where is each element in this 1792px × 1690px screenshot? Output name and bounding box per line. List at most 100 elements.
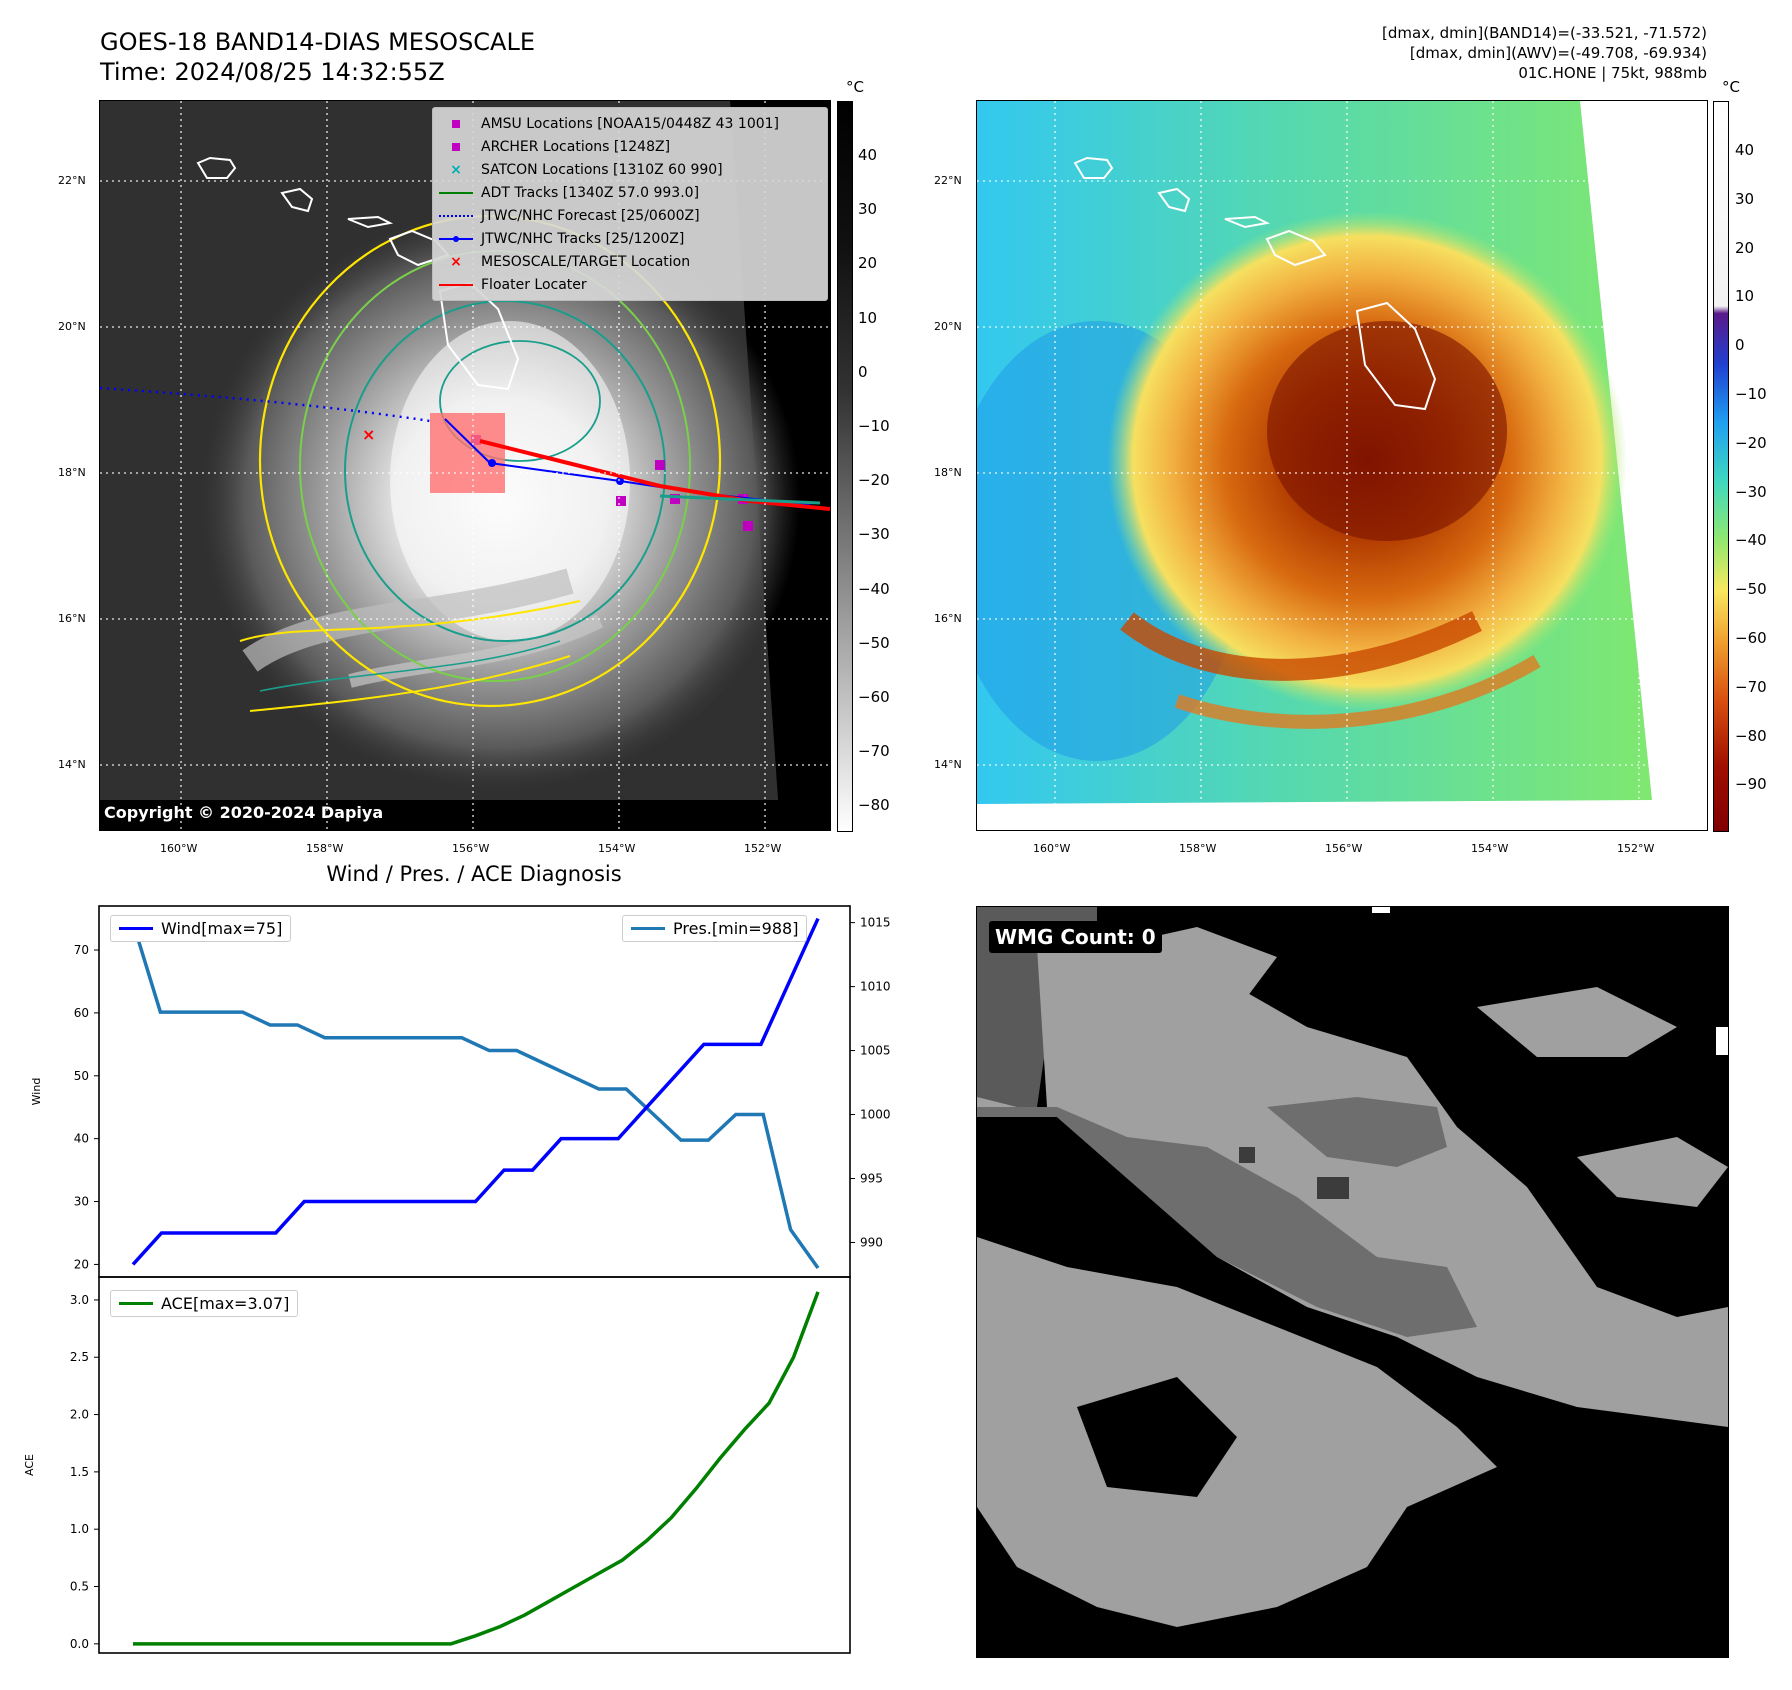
wind-legend-label: Wind[max=75] bbox=[161, 919, 283, 938]
dotted-line-icon bbox=[439, 208, 473, 224]
colorbar-tick-label: −60 bbox=[858, 688, 890, 706]
lat-label: 18°N bbox=[934, 466, 962, 479]
pressure-legend-label: Pres.[min=988] bbox=[673, 919, 799, 938]
awv-map-image bbox=[977, 101, 1707, 830]
x-icon: × bbox=[450, 253, 462, 270]
colorbar-tick-label: −20 bbox=[1735, 433, 1767, 452]
wmg-panel[interactable]: WMG Count: 0 bbox=[976, 906, 1729, 1658]
awv-colorbar-unit: °C bbox=[1722, 78, 1740, 96]
colorbar-tick-label: 20 bbox=[858, 254, 878, 273]
lat-label: 18°N bbox=[58, 466, 86, 479]
legend-entry: ARCHER Locations [1248Z] bbox=[439, 135, 821, 158]
legend-label: ARCHER Locations [1248Z] bbox=[481, 138, 671, 155]
awv-colorbar bbox=[1713, 101, 1729, 832]
colorbar-tick-label: −50 bbox=[858, 633, 890, 652]
awv-map-panel[interactable] bbox=[976, 100, 1708, 831]
colorbar-tick-label: 30 bbox=[858, 200, 878, 219]
wind-legend-line bbox=[119, 927, 153, 930]
ir-colorbar-unit: °C bbox=[846, 78, 864, 96]
wind-tick-label: 40 bbox=[74, 1132, 89, 1146]
ace-tick-label: 2.0 bbox=[70, 1408, 89, 1422]
pressure-legend: Pres.[min=988] bbox=[622, 915, 808, 942]
pressure-tick-label: 990 bbox=[860, 1235, 883, 1249]
colorbar-tick-label: −80 bbox=[858, 796, 890, 815]
diagnosis-charts: 20 30 40 50 60 70 990 995 1000 1005 1010 1015 Wind Pr… bbox=[23, 905, 891, 1654]
lat-label: 14°N bbox=[934, 758, 962, 771]
wind-tick-label: 20 bbox=[74, 1257, 89, 1271]
colorbar-tick-label: 0 bbox=[1735, 336, 1745, 355]
lon-label: 158°W bbox=[1179, 842, 1217, 855]
pressure-tick-label: 1015 bbox=[860, 916, 891, 930]
colorbar-tick-label: 0 bbox=[858, 362, 868, 381]
pressure-tick-label: 1010 bbox=[860, 980, 891, 994]
info-line3: 01C.HONE | 75kt, 988mb bbox=[1518, 64, 1707, 82]
ace-frame bbox=[98, 1276, 851, 1654]
pressure-series-line bbox=[131, 922, 820, 1270]
wind-legend: Wind[max=75] bbox=[110, 915, 292, 942]
legend-label: ADT Tracks [1340Z 57.0 993.0] bbox=[481, 184, 700, 201]
legend-entry: JTWC/NHC Tracks [25/1200Z] bbox=[439, 227, 821, 250]
colorbar-tick-label: −10 bbox=[858, 417, 890, 435]
lat-label: 16°N bbox=[58, 612, 86, 625]
legend-entry: ADT Tracks [1340Z 57.0 993.0] bbox=[439, 181, 821, 204]
legend-label: JTWC/NHC Forecast [25/0600Z] bbox=[481, 207, 700, 224]
wind-tick-label: 70 bbox=[74, 943, 89, 957]
square-icon bbox=[439, 116, 473, 132]
colorbar-tick-label: 10 bbox=[858, 308, 878, 327]
colorbar-tick-label: −10 bbox=[1735, 385, 1767, 403]
ace-axis-label: ACE bbox=[23, 1454, 36, 1476]
wind-series-line bbox=[131, 917, 820, 1266]
legend-label: Floater Locater bbox=[481, 276, 587, 293]
ir-map-panel[interactable]: × Copyright © 2020-2024 Dapiya AMSU Loca… bbox=[99, 100, 831, 831]
wmg-image bbox=[977, 907, 1728, 1627]
wind-axis-label: Wind bbox=[30, 1078, 43, 1106]
copyright: Copyright © 2020-2024 Dapiya bbox=[104, 803, 384, 822]
colorbar-tick-label: 30 bbox=[1735, 189, 1755, 208]
line-icon bbox=[439, 185, 473, 201]
lat-label: 20°N bbox=[934, 320, 962, 333]
colorbar-tick-label: −80 bbox=[1735, 726, 1767, 745]
wmg-count-label: WMG Count: 0 bbox=[989, 921, 1162, 953]
pressure-tick-label: 995 bbox=[860, 1171, 883, 1185]
colorbar-tick-label: −30 bbox=[1735, 482, 1767, 501]
ir-colorbar bbox=[837, 101, 853, 832]
ace-legend-line bbox=[119, 1302, 153, 1305]
pressure-tick-label: 1000 bbox=[860, 1108, 891, 1122]
wind-pressure-frame bbox=[98, 905, 851, 1278]
legend-entry: Floater Locater bbox=[439, 273, 821, 296]
ace-series-line bbox=[133, 1291, 820, 1646]
title-line2: Time: 2024/08/25 14:32:55Z bbox=[100, 58, 445, 86]
lat-label: 20°N bbox=[58, 320, 86, 333]
lon-label: 152°W bbox=[744, 842, 782, 855]
ace-tick-label: 1.0 bbox=[70, 1522, 89, 1536]
legend-label: SATCON Locations [1310Z 60 990] bbox=[481, 161, 723, 178]
colorbar-tick-label: −40 bbox=[858, 579, 890, 598]
ace-legend: ACE[max=3.07] bbox=[110, 1290, 299, 1317]
lat-label: 22°N bbox=[58, 174, 86, 187]
legend-label: AMSU Locations [NOAA15/0448Z 43 1001] bbox=[481, 115, 780, 132]
wind-tick-label: 30 bbox=[74, 1195, 89, 1209]
legend-entry: AMSU Locations [NOAA15/0448Z 43 1001] bbox=[439, 112, 821, 135]
pressure-tick-label: 1005 bbox=[860, 1044, 891, 1058]
colorbar-tick-label: −70 bbox=[858, 742, 890, 761]
colorbar-tick-label: 20 bbox=[1735, 238, 1755, 257]
line-dot-icon bbox=[439, 231, 473, 247]
colorbar-tick-label: 10 bbox=[1735, 287, 1755, 306]
chart-title: Wind / Pres. / ACE Diagnosis bbox=[326, 862, 622, 886]
info-line1: [dmax, dmin](BAND14)=(-33.521, -71.572) bbox=[1382, 24, 1707, 42]
lon-label: 160°W bbox=[160, 842, 198, 855]
title-line1: GOES-18 BAND14-DIAS MESOSCALE bbox=[100, 28, 536, 56]
wind-tick-label: 50 bbox=[74, 1069, 89, 1083]
lat-label: 14°N bbox=[58, 758, 86, 771]
ace-tick-label: 0.0 bbox=[70, 1637, 89, 1651]
lon-label: 156°W bbox=[452, 842, 490, 855]
colorbar-tick-label: −60 bbox=[1735, 629, 1767, 647]
ir-map-legend: AMSU Locations [NOAA15/0448Z 43 1001] AR… bbox=[432, 107, 828, 301]
ace-tick-label: 2.5 bbox=[70, 1350, 89, 1364]
lon-label: 154°W bbox=[1471, 842, 1509, 855]
legend-entry: × SATCON Locations [1310Z 60 990] bbox=[439, 158, 821, 181]
lat-label: 22°N bbox=[934, 174, 962, 187]
colorbar-tick-label: −20 bbox=[858, 471, 890, 490]
legend-entry: × MESOSCALE/TARGET Location bbox=[439, 250, 821, 273]
colorbar-tick-label: 40 bbox=[1735, 141, 1755, 159]
